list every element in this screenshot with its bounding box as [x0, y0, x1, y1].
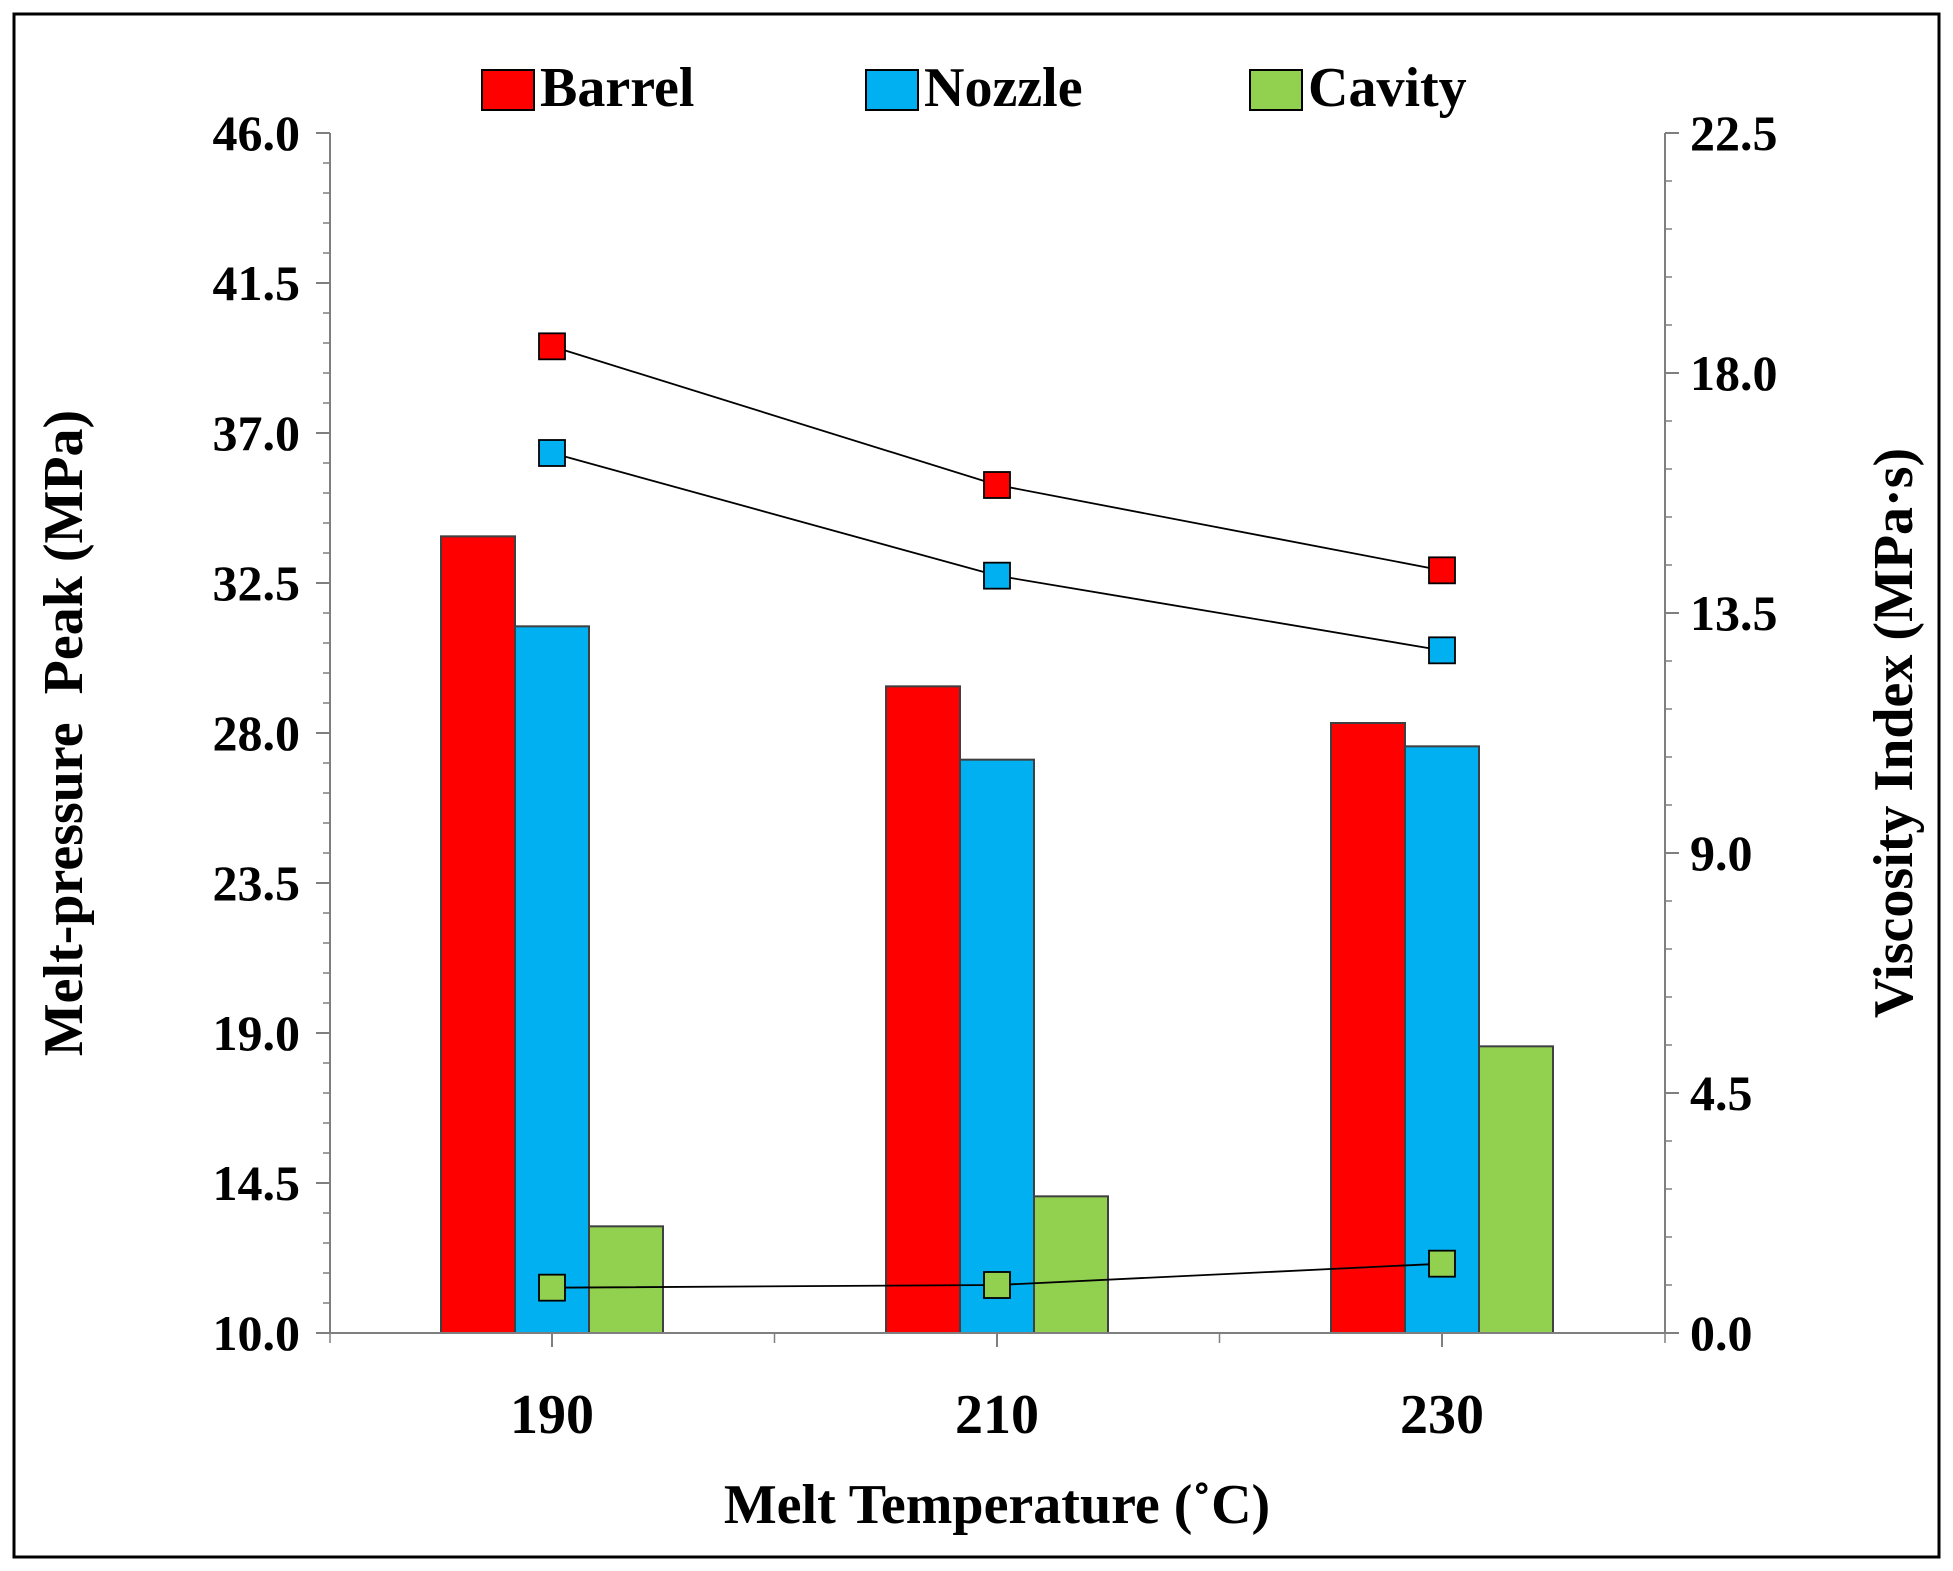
marker-cavity — [1428, 1249, 1456, 1278]
marker-nozzle — [1428, 636, 1456, 665]
y2-tick-label: 18.0 — [1690, 345, 1778, 401]
y-tick-label: 37.0 — [213, 405, 301, 461]
legend-swatch-nozzle — [865, 69, 919, 111]
y-tick-label: 41.5 — [213, 255, 301, 311]
marker-barrel — [1428, 556, 1456, 585]
legend-label-nozzle: Nozzle — [924, 57, 1083, 119]
y-tick-label: 19.0 — [213, 1005, 301, 1061]
y-tick-label: 14.5 — [213, 1155, 301, 1211]
y2-tick-label: 22.5 — [1690, 105, 1778, 161]
y-tick-label: 23.5 — [213, 855, 301, 911]
right-axis-tick-labels: 0.0 4.5 9.0 13.5 18.0 22.5 — [1690, 105, 1778, 1361]
bar-barrel — [440, 535, 516, 1334]
y-tick-label: 32.5 — [213, 555, 301, 611]
bar-barrel — [1330, 722, 1406, 1334]
left-axis-tick-labels: 10.0 14.5 19.0 23.5 28.0 32.5 37.0 41.5 46.0 — [213, 105, 301, 1361]
marker-barrel — [538, 332, 566, 361]
x-axis-title: Melt Temperature (˚C) — [724, 1474, 1270, 1536]
bar-barrel — [885, 685, 961, 1334]
axes-layer — [316, 132, 1679, 1347]
y2-tick-label: 4.5 — [1690, 1065, 1753, 1121]
bar-nozzle — [1404, 745, 1480, 1334]
x-axis-tick-labels: 190 210 230 — [510, 1384, 1484, 1446]
legend-swatch-barrel — [481, 69, 535, 111]
bar-cavity — [588, 1225, 664, 1335]
legend-label-barrel: Barrel — [540, 57, 694, 119]
y2-tick-label: 0.0 — [1690, 1305, 1753, 1361]
x-tick-label: 210 — [955, 1384, 1039, 1446]
bar-cavity — [1478, 1045, 1554, 1335]
marker-nozzle — [538, 439, 566, 467]
bar-nozzle — [514, 625, 590, 1334]
lines-layer — [538, 332, 1456, 1302]
legend-label-cavity: Cavity — [1308, 57, 1467, 119]
y-axis-title: Melt-pressure Peak (MPa) — [33, 410, 95, 1056]
y-tick-label: 46.0 — [213, 105, 301, 161]
x-tick-label: 190 — [510, 1384, 594, 1446]
y-tick-label: 28.0 — [213, 705, 301, 761]
legend: Barrel Nozzle Cavity — [481, 57, 1467, 119]
bar-cavity — [1033, 1195, 1109, 1335]
x-tick-label: 230 — [1400, 1384, 1484, 1446]
marker-cavity — [983, 1271, 1011, 1299]
marker-cavity — [538, 1273, 566, 1302]
y-tick-label: 10.0 — [213, 1305, 301, 1361]
y2-tick-label: 13.5 — [1690, 585, 1778, 641]
bars-layer — [440, 535, 1554, 1335]
bar-nozzle — [959, 758, 1035, 1334]
legend-swatch-cavity — [1249, 69, 1303, 111]
y2-axis-title: Viscosity Index (MPa·s) — [1863, 448, 1925, 1018]
marker-nozzle — [983, 561, 1011, 590]
marker-barrel — [983, 471, 1011, 499]
y2-tick-label: 9.0 — [1690, 825, 1753, 881]
